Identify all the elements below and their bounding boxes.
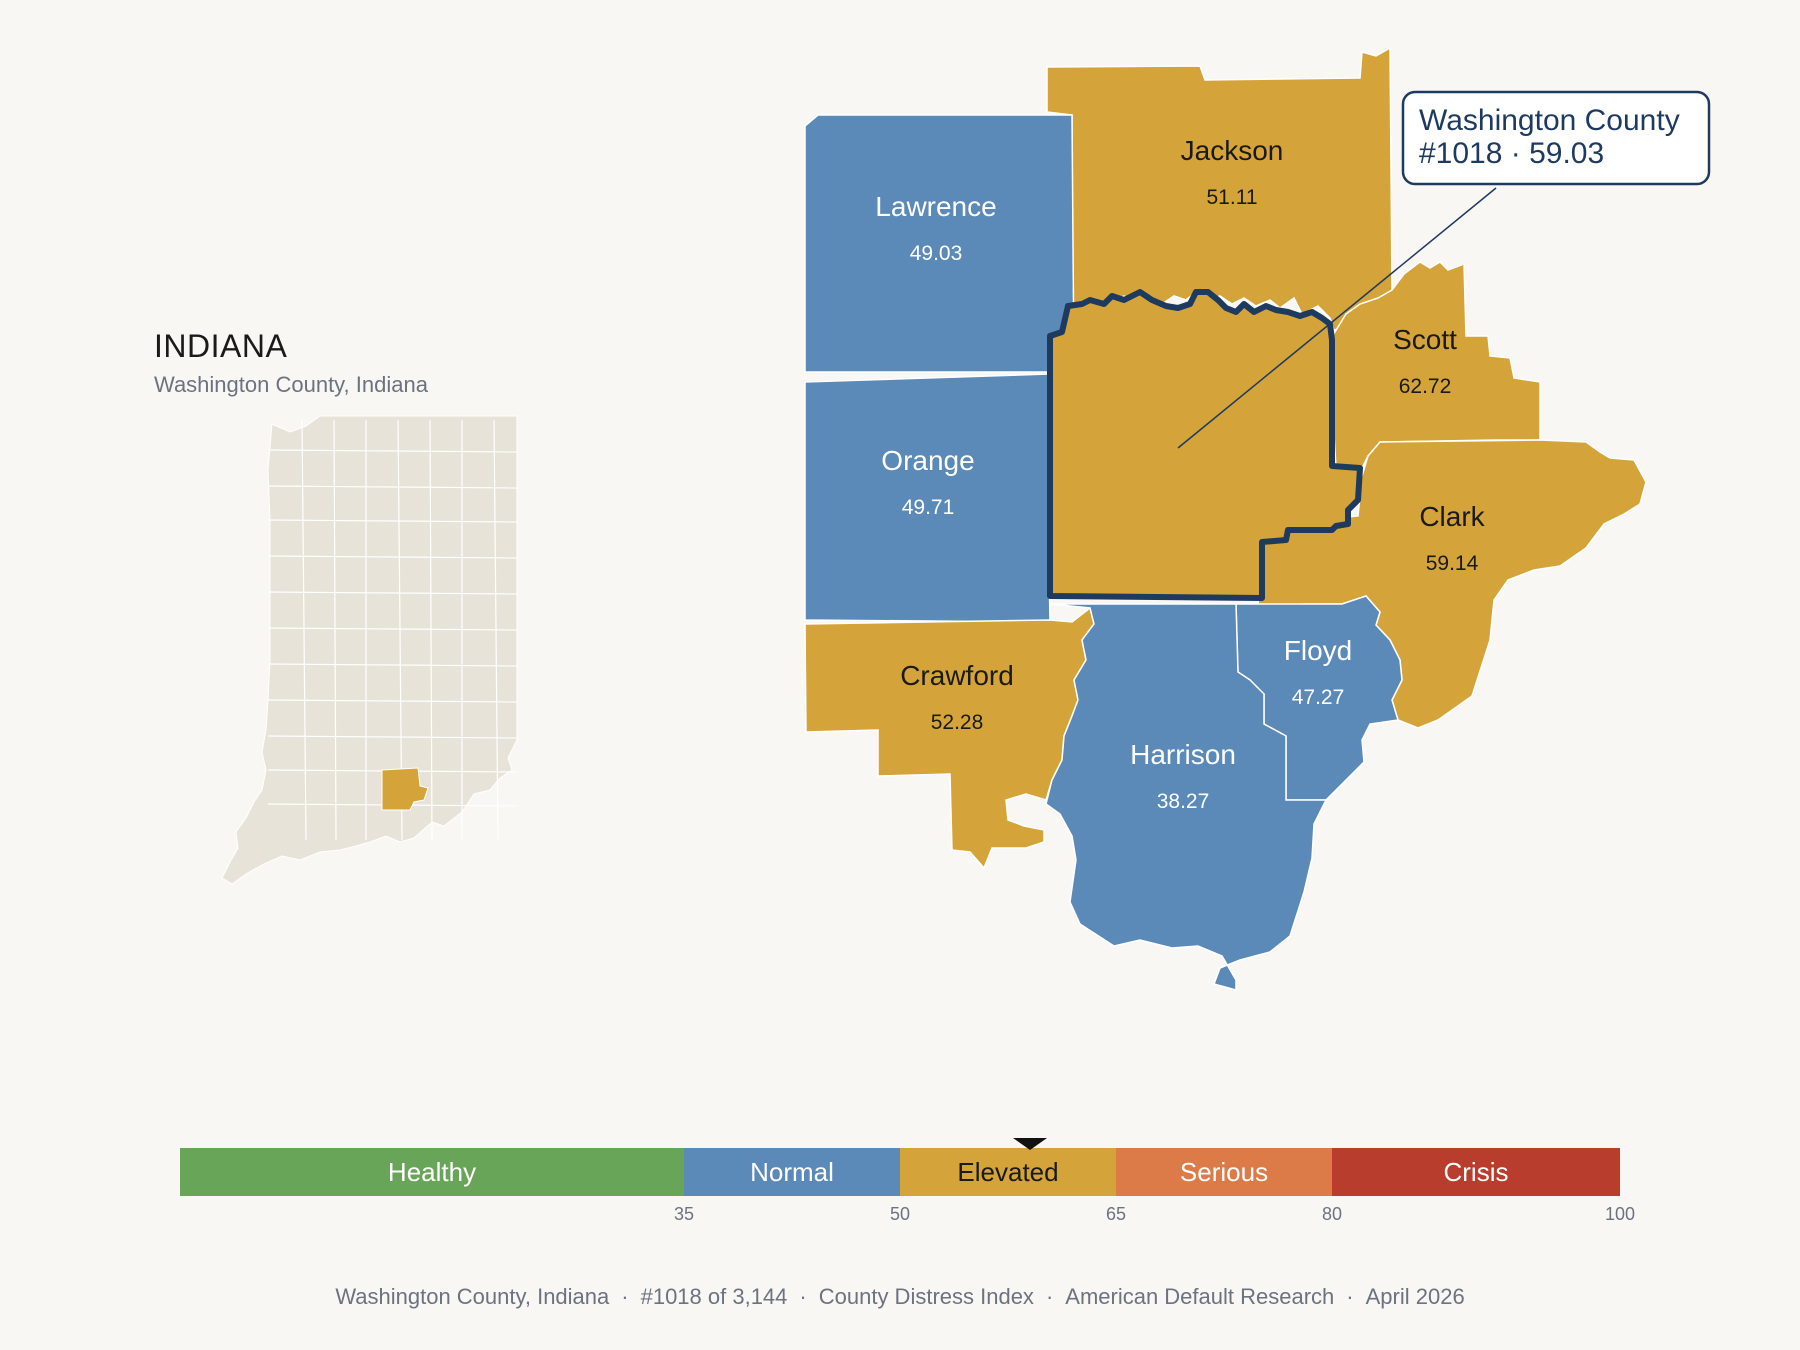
county-harrison[interactable] [1045,603,1328,991]
inset-county-border [267,519,518,523]
scale-tick-label: 100 [1605,1204,1635,1224]
inset-county-border [267,591,518,595]
indiana-inset [221,415,518,885]
footer-source: American Default Research [1065,1284,1335,1309]
county-labels: Jackson 51.11 Lawrence 49.03 Scott 62.72 Orang… [875,135,1485,813]
county-regions [804,46,1647,991]
scale-tick-label: 80 [1322,1204,1342,1224]
footer: Washington County, Indiana · #1018 of 3,14… [0,1284,1800,1310]
scale-segment-elevated [900,1148,1116,1196]
scale-label-crisis: Crisis [1444,1157,1509,1187]
scale-label-elevated: Elevated [957,1157,1058,1187]
inset-county-border [267,735,518,739]
scale-segment-healthy [180,1148,684,1196]
inset-county-border [429,419,433,841]
inset-county-border [267,627,518,631]
county-value-lawrence: 49.03 [910,242,963,265]
indiana-state-shape [221,415,518,885]
distress-scale: Healthy Normal Elevated Serious Crisis 35 50 65… [180,1138,1635,1224]
county-crawford[interactable] [804,606,1095,870]
scale-label-serious: Serious [1180,1157,1268,1187]
footer-county: Washington County, Indiana [335,1284,610,1309]
callout-box [1401,90,1711,186]
county-label-crawford: Crawford [900,660,1014,691]
inset-county-border [267,485,518,489]
scale-label-normal: Normal [750,1157,834,1187]
county-label-lawrence: Lawrence [875,191,996,222]
county-value-harrison: 38.27 [1157,790,1210,813]
scale-segment-serious [1116,1148,1332,1196]
county-value-crawford: 52.28 [931,711,984,734]
scale-tick-label: 50 [890,1204,910,1224]
callout-rank-value: #1018 · 59.03 [1419,137,1604,170]
scale-segment-crisis [1332,1148,1620,1196]
indiana-county-grid [267,419,518,841]
callout-leader-line [1177,187,1497,449]
footer-separator: · [1045,1284,1054,1309]
callout-name: Washington County [1419,104,1680,137]
county-value-jackson: 51.11 [1207,186,1258,209]
footer-separator: · [1346,1284,1354,1309]
inset-subtitle: Washington County, Indiana [154,372,428,397]
county-lawrence[interactable] [804,114,1075,373]
scale-segment-normal [684,1148,900,1196]
county-value-clark: 59.14 [1426,552,1479,575]
county-label-jackson: Jackson [1181,135,1284,166]
footer-date: April 2026 [1365,1284,1465,1309]
footer-separator: · [621,1284,629,1309]
county-label-scott: Scott [1393,324,1457,355]
footer-rank: #1018 of 3,144 [640,1284,788,1309]
county-washington[interactable] [1047,289,1363,601]
inset-county-border [267,449,518,453]
footer-index: County Distress Index [818,1284,1034,1309]
scale-tick-label: 35 [674,1204,694,1224]
scale-tick-label: 65 [1106,1204,1126,1224]
county-label-orange: Orange [881,445,974,476]
county-value-scott: 62.72 [1399,375,1452,398]
county-value-floyd: 47.27 [1292,686,1345,709]
scale-label-healthy: Healthy [388,1157,476,1187]
scale-marker-icon [1013,1138,1048,1150]
county-label-floyd: Floyd [1284,635,1352,666]
inset-county-border [267,699,518,703]
county-label-clark: Clark [1419,501,1485,532]
footer-separator: · [799,1284,807,1309]
inset-highlight-washington [381,767,429,811]
inset-title: INDIANA [154,328,288,364]
county-value-orange: 49.71 [902,496,955,519]
inset-county-border [267,555,518,559]
inset-county-border [267,663,518,667]
county-label-harrison: Harrison [1130,739,1236,770]
